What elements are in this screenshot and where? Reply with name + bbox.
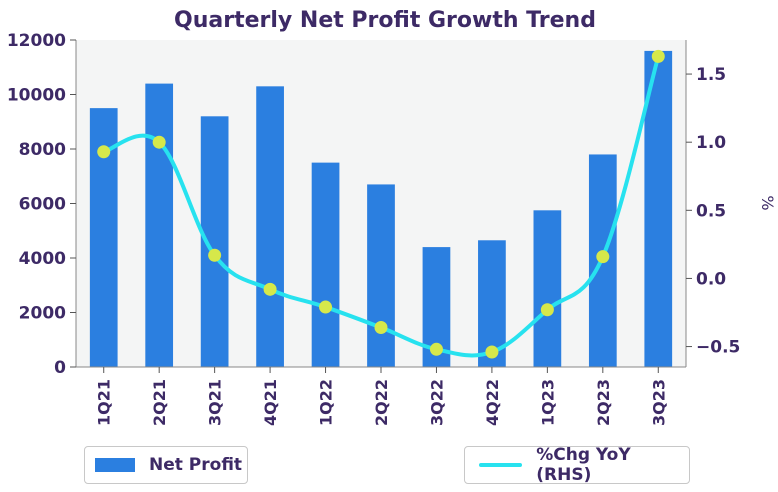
bar-3q23 <box>644 50 673 368</box>
y-left-tick-label: 12000 <box>7 31 66 51</box>
yoy-point-1q23 <box>540 303 554 317</box>
bar-2q21 <box>145 83 174 367</box>
x-tick-label: 1Q22 <box>317 379 336 426</box>
x-tick-label: 4Q21 <box>261 379 280 426</box>
yoy-change-line <box>103 55 661 358</box>
yoy-point-4q21 <box>263 282 277 296</box>
y-left-tick-label: 4000 <box>19 249 66 269</box>
y-left-tick-label: 8000 <box>19 140 66 160</box>
x-tick-label: 2Q21 <box>150 379 169 426</box>
x-tick-label: 1Q21 <box>95 379 114 426</box>
yoy-point-2q23 <box>596 250 610 264</box>
y-right-axis-label: % <box>758 195 777 210</box>
y-right-tick-label: 0.5 <box>696 201 726 221</box>
legend-net-profit-label: Net Profit <box>149 455 243 475</box>
yoy-point-2q22 <box>374 320 388 334</box>
line-layer <box>97 49 665 359</box>
bar-4q21 <box>256 86 284 367</box>
yoy-point-4q22 <box>485 345 499 359</box>
yoy-point-1q21 <box>97 145 111 159</box>
y-left-tick-label: 10000 <box>7 86 66 106</box>
bar-1q23 <box>533 210 562 367</box>
y-left-tick-label: 0 <box>54 358 66 378</box>
chart-title: Quarterly Net Profit Growth Trend <box>174 8 596 33</box>
yoy-point-2q21 <box>152 135 166 149</box>
legend-chg-yoy: %Chg YoY (RHS) <box>464 445 690 485</box>
y-right-tick-label: −0.5 <box>696 338 740 358</box>
x-tick-label: 2Q23 <box>594 379 613 426</box>
yoy-point-1q22 <box>319 300 333 314</box>
legend-chg-yoy-label: %Chg YoY (RHS) <box>536 445 631 485</box>
axes-layer: 0 2000 4000 6000 8000 10000 12000 −0.5 0.0 0.5 1.0… <box>7 31 741 426</box>
yoy-point-3q23 <box>651 49 665 63</box>
y-right-tick-label: 1.0 <box>696 133 726 153</box>
bar-2q22 <box>367 184 395 367</box>
y-right-tick-label: 1.5 <box>696 65 726 85</box>
x-tick-label: 2Q22 <box>372 379 391 426</box>
legend-line-swatch <box>479 463 523 467</box>
legend-net-profit: Net Profit <box>84 446 248 484</box>
legend-bar-swatch <box>95 458 135 472</box>
x-tick-label: 4Q22 <box>483 379 502 426</box>
x-tick-label: 3Q22 <box>427 379 446 426</box>
y-right-tick-label: 0.0 <box>696 269 726 289</box>
x-tick-label: 1Q23 <box>538 379 557 426</box>
bar-1q22 <box>311 162 340 367</box>
yoy-point-3q22 <box>429 342 443 356</box>
y-left-tick-label: 2000 <box>19 304 66 324</box>
x-tick-label: 3Q23 <box>649 379 668 426</box>
y-left-tick-label: 6000 <box>19 195 66 215</box>
x-tick-label: 3Q21 <box>206 379 225 426</box>
yoy-point-3q21 <box>208 248 222 262</box>
